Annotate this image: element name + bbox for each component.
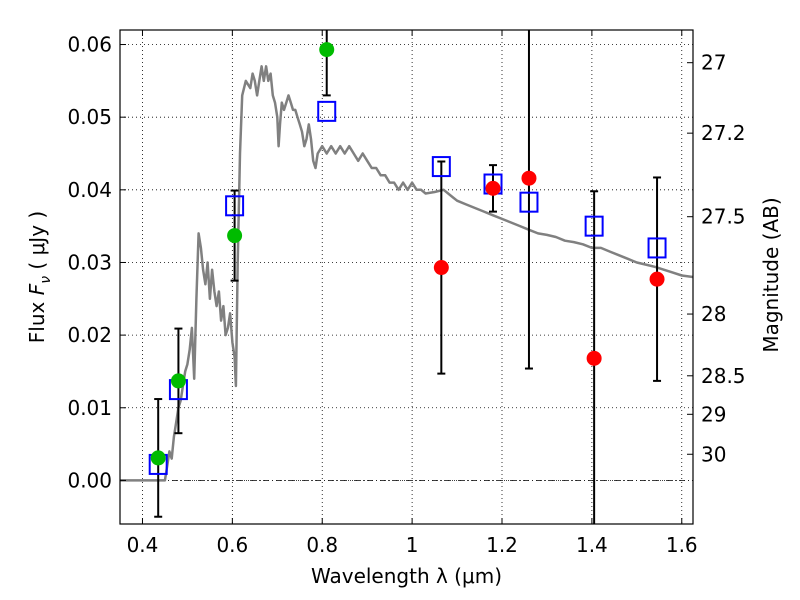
y-tick-label: 0.05 xyxy=(67,105,112,129)
y2-tick-label: 28.5 xyxy=(701,364,746,388)
y-axis-label-subscript: ν xyxy=(38,276,54,284)
model-photometry-square xyxy=(584,215,604,237)
plot-area xyxy=(120,65,693,482)
model-photometry-square xyxy=(431,156,451,178)
observed-points xyxy=(150,42,665,466)
x-tick-label: 1 xyxy=(406,533,419,557)
non-detection-point xyxy=(649,271,665,287)
non-detection-point xyxy=(586,350,602,366)
x-tick-label: 1.4 xyxy=(576,533,608,557)
y2-tick-label: 30 xyxy=(701,442,726,466)
y-tick-label: 0.01 xyxy=(67,396,112,420)
y2-tick-label: 29 xyxy=(701,402,726,426)
detection-point xyxy=(319,42,335,58)
x-tick-label: 0.4 xyxy=(127,533,159,557)
model-photometry-squares xyxy=(148,100,667,475)
non-detection-point xyxy=(485,180,501,196)
y-tick-label: 0.06 xyxy=(67,33,112,57)
y-tick-label: 0.00 xyxy=(67,468,112,492)
non-detection-point xyxy=(433,260,449,276)
model-photometry-square xyxy=(647,237,667,259)
plot-frame xyxy=(119,29,694,525)
y-tick-label: 0.04 xyxy=(67,178,112,202)
x-tick-label: 0.8 xyxy=(306,533,338,557)
x-tick-label: 1.2 xyxy=(486,533,518,557)
y2-tick-label: 27.5 xyxy=(701,205,746,229)
y-axis-label-symbol: F xyxy=(25,283,49,295)
y2-tick-label: 27 xyxy=(701,51,726,75)
y2-tick-label: 27.2 xyxy=(701,121,746,145)
x-tick-label: 0.6 xyxy=(216,533,248,557)
y-tick-label: 0.03 xyxy=(67,250,112,274)
y2-tick-label: 28 xyxy=(701,302,726,326)
x-axis-label: Wavelength λ (μm) xyxy=(311,564,502,588)
model-photometry-square xyxy=(225,195,245,217)
detection-point xyxy=(170,373,186,389)
y-axis-label-prefix: Flux xyxy=(25,295,49,343)
y2-axis-label: Magnitude (AB) xyxy=(759,197,783,352)
x-tick-label: 1.6 xyxy=(666,533,698,557)
model-photometry-square xyxy=(317,100,337,122)
axis-ticks xyxy=(120,30,693,524)
y-axis-label: Flux Fν ( μJy ) xyxy=(25,211,54,343)
y-axis-label-suffix: ( μJy ) xyxy=(25,211,49,276)
model-spectrum-line xyxy=(120,65,693,482)
detection-point xyxy=(150,450,166,466)
y-tick-label: 0.02 xyxy=(67,323,112,347)
model-photometry-square xyxy=(519,191,539,213)
non-detection-point xyxy=(521,170,537,186)
detection-point xyxy=(227,228,243,244)
tick-labels: 0.4 0.6 0.8 1 1.2 1.4 1.6 0.00 0.01 0.02 0.03 0.04 0… xyxy=(67,33,745,557)
error-bars xyxy=(154,30,662,524)
